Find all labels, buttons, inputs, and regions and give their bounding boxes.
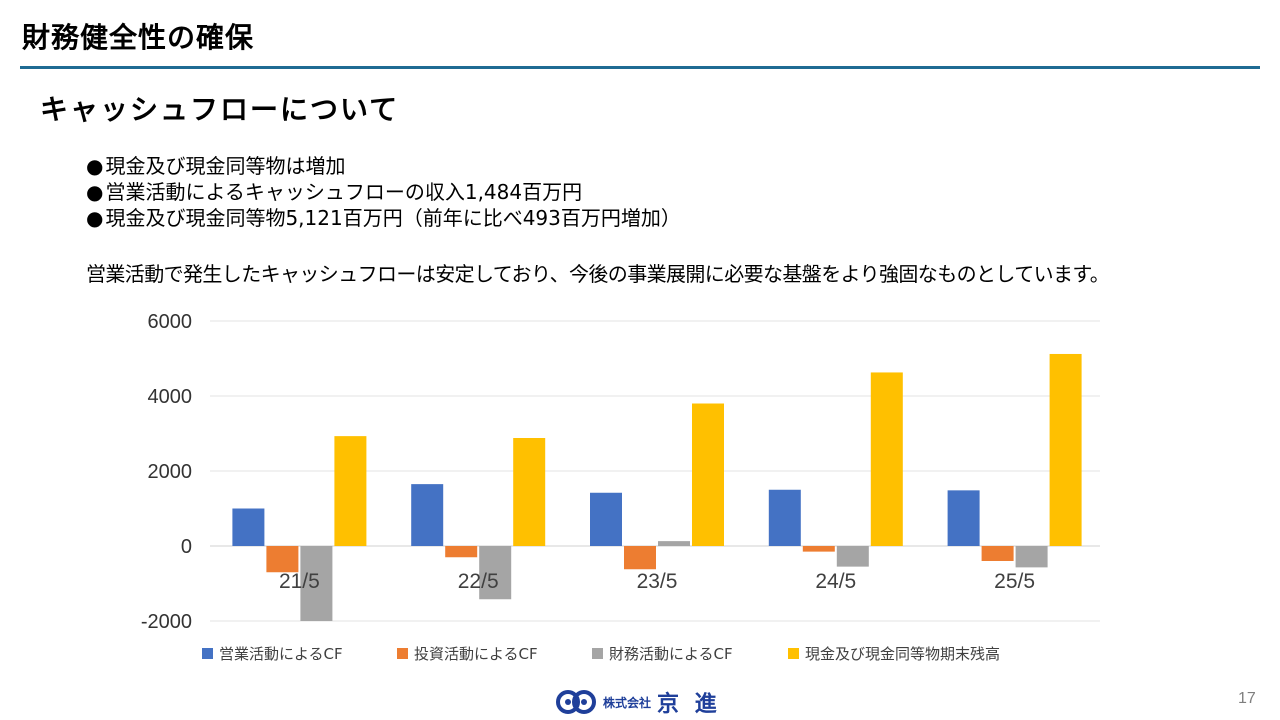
title-divider — [20, 66, 1260, 69]
y-tick-label: 2000 — [148, 461, 193, 483]
bullet-item: ● 現金及び現金同等物は増加 — [86, 153, 681, 179]
bullet-item: ● 営業活動によるキャッシュフローの収入1,484百万円 — [86, 179, 681, 205]
logo-name-text: 京 進 — [657, 692, 721, 717]
bar — [479, 546, 512, 600]
bar — [947, 490, 980, 546]
bar — [981, 546, 1014, 561]
bar — [1049, 353, 1082, 546]
bar — [768, 489, 801, 546]
legend-swatch — [397, 648, 408, 659]
bullet-text: 現金及び現金同等物5,121百万円（前年に比べ493百万円増加） — [105, 206, 681, 230]
y-tick-label: 4000 — [148, 386, 193, 408]
section-heading: キャッシュフローについて — [40, 93, 400, 126]
legend-label: 財務活動によるCF — [609, 645, 733, 663]
x-category-label: 21/5 — [279, 570, 320, 593]
bar — [836, 546, 869, 567]
x-category-label: 25/5 — [994, 570, 1035, 593]
bar — [334, 436, 367, 546]
bar — [266, 546, 299, 573]
company-logo: 株式会社 京 進 — [555, 686, 721, 718]
bar — [513, 438, 546, 546]
y-tick-label: 0 — [181, 536, 192, 558]
x-category-label: 23/5 — [637, 570, 678, 593]
bar — [1015, 546, 1048, 568]
legend-label: 投資活動によるCF — [414, 645, 538, 663]
y-tick-label: -2000 — [141, 611, 192, 633]
legend-label: 営業活動によるCF — [219, 645, 343, 663]
legend-swatch — [592, 648, 603, 659]
bullet-marker: ● — [86, 154, 104, 178]
bar — [802, 546, 835, 552]
x-category-label: 24/5 — [815, 570, 856, 593]
bullet-marker: ● — [86, 180, 104, 204]
y-tick-label: 6000 — [148, 311, 193, 333]
cashflow-bar-chart: 6000 4000 2000 0 -2000 21/5 22/5 23/5 24/5 25/5 営業… — [141, 311, 1100, 663]
logo-company-text: 株式会社 — [603, 695, 652, 710]
bar — [445, 546, 478, 558]
bullet-item: ● 現金及び現金同等物5,121百万円（前年に比べ493百万円増加） — [86, 205, 681, 231]
bar — [411, 484, 444, 546]
bullet-text: 現金及び現金同等物は増加 — [105, 154, 346, 178]
bullet-list: ● 現金及び現金同等物は増加 ● 営業活動によるキャッシュフローの収入1,484百万… — [86, 153, 681, 231]
page-title: 財務健全性の確保 — [22, 21, 255, 54]
bar — [300, 546, 333, 621]
bar — [692, 403, 724, 546]
bar — [232, 508, 265, 546]
bar — [624, 546, 656, 570]
legend-swatch — [202, 648, 213, 659]
legend-label: 現金及び現金同等物期末残高 — [805, 645, 1000, 663]
x-category-label: 22/5 — [458, 570, 499, 593]
bar — [590, 492, 622, 546]
logo-mark-icon — [556, 690, 596, 714]
bar — [870, 372, 903, 546]
summary-text: 営業活動で発生したキャッシュフローは安定しており、今後の事業展開に必要な基盤をよ… — [86, 262, 1110, 286]
legend-swatch — [788, 648, 799, 659]
bullet-text: 営業活動によるキャッシュフローの収入1,484百万円 — [105, 180, 583, 204]
page-number: 17 — [1238, 690, 1256, 707]
bullet-marker: ● — [86, 206, 104, 230]
bar — [658, 541, 690, 546]
